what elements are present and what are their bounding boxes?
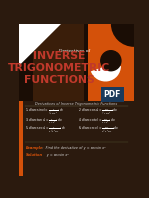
Text: y = arcsin x²: y = arcsin x² xyxy=(40,153,69,157)
Text: 3. $d(\arctan x) = \frac{1}{1+x^2}\cdot dx$: 3. $d(\arctan x) = \frac{1}{1+x^2}\cdot … xyxy=(25,116,63,126)
Text: 5. $d(\text{arcsec}\, x) = \frac{1}{x\sqrt{x^2-1}}\cdot dx$: 5. $d(\text{arcsec}\, x) = \frac{1}{x\sq… xyxy=(25,125,67,135)
Wedge shape xyxy=(111,24,134,47)
Circle shape xyxy=(100,9,140,49)
Circle shape xyxy=(101,51,121,71)
Text: Solution: Solution xyxy=(26,153,44,157)
Bar xyxy=(19,101,23,176)
Text: 1. $d(\arcsin x) = \frac{1}{\sqrt{1-x^2}}\cdot dx$: 1. $d(\arcsin x) = \frac{1}{\sqrt{1-x^2}… xyxy=(25,106,65,117)
Text: :  Find the derivative of y = arcsin x²: : Find the derivative of y = arcsin x² xyxy=(40,147,106,150)
Bar xyxy=(19,24,134,101)
Text: 2. $d(\arccos x) = \frac{-1}{\sqrt{1-x^2}}\cdot dx$: 2. $d(\arccos x) = \frac{-1}{\sqrt{1-x^2… xyxy=(77,106,118,117)
Text: INVERSE
TRIGONOMETRIC
FUNCTIONS: INVERSE TRIGONOMETRIC FUNCTIONS xyxy=(8,51,110,85)
Bar xyxy=(19,24,33,101)
Bar xyxy=(84,24,88,101)
Text: Derivatives of: Derivatives of xyxy=(59,49,90,53)
Wedge shape xyxy=(91,66,121,82)
Text: Example: Example xyxy=(26,147,44,150)
Text: 6. $d(\text{arccsc}\, x) = \frac{-1}{x\sqrt{x^2-1}}\cdot dx$: 6. $d(\text{arccsc}\, x) = \frac{-1}{x\s… xyxy=(77,125,119,135)
Circle shape xyxy=(114,43,122,51)
Bar xyxy=(19,101,134,176)
Text: 4. $d(\text{arccot}\, x) = \frac{-1}{1+x^2}\cdot dx$: 4. $d(\text{arccot}\, x) = \frac{-1}{1+x… xyxy=(77,116,115,126)
Text: Derivatives of Inverse Trigonometric Functions: Derivatives of Inverse Trigonometric Fun… xyxy=(35,102,117,106)
Text: PDF: PDF xyxy=(104,90,121,99)
Polygon shape xyxy=(19,24,61,66)
Bar xyxy=(87,24,134,101)
